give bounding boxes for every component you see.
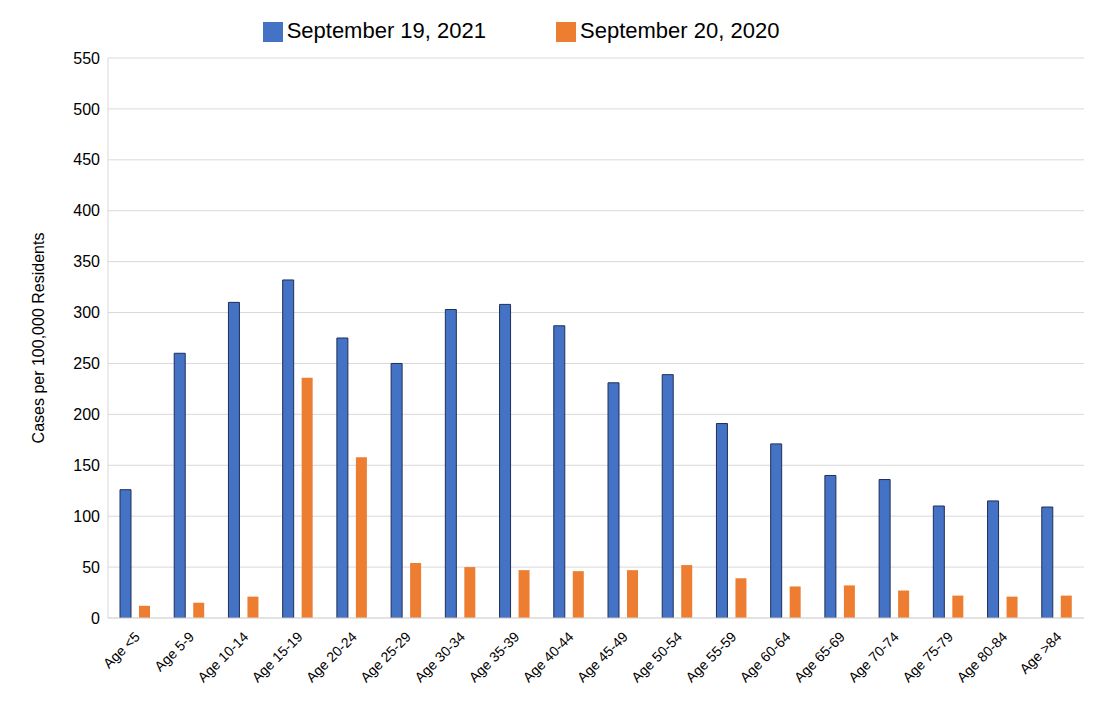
html-text:September 19, 2021: September 19, 2021 (286, 18, 486, 43)
svg-text:Age 10-14: Age 10-14 (194, 628, 251, 685)
svg-text:Age 80-84: Age 80-84 (953, 628, 1010, 685)
svg-text:Age 60-64: Age 60-64 (737, 628, 794, 685)
html-text:September 20, 2020: September 20, 2020 (580, 18, 780, 43)
svg-text:Age 25-29: Age 25-29 (357, 628, 414, 685)
svg-text:550: 550 (73, 50, 100, 67)
svg-text:200: 200 (73, 406, 100, 423)
svg-text:500: 500 (73, 101, 100, 118)
svg-text:400: 400 (73, 202, 100, 219)
svg-text:Age 70-74: Age 70-74 (845, 628, 902, 685)
svg-text:450: 450 (73, 151, 100, 168)
svg-text:100: 100 (73, 508, 100, 525)
svg-text:Cases per 100,000 Residents: Cases per 100,000 Residents (30, 233, 47, 444)
svg-text:350: 350 (73, 253, 100, 270)
svg-text:Age >84: Age >84 (1016, 628, 1065, 677)
svg-text:Age 75-79: Age 75-79 (899, 628, 956, 685)
svg-text:Age 30-34: Age 30-34 (411, 628, 468, 685)
svg-text:Age 15-19: Age 15-19 (249, 628, 306, 685)
svg-text:Age 65-69: Age 65-69 (791, 628, 848, 685)
svg-text:Age 50-54: Age 50-54 (628, 628, 685, 685)
svg-text:0: 0 (91, 610, 100, 627)
svg-text:Age <5: Age <5 (100, 628, 143, 671)
svg-text:Age 35-39: Age 35-39 (465, 628, 522, 685)
svg-text:Age 5-9: Age 5-9 (151, 628, 197, 674)
svg-text:50: 50 (82, 559, 100, 576)
svg-text:250: 250 (73, 355, 100, 372)
svg-text:Age 40-44: Age 40-44 (520, 628, 577, 685)
svg-text:150: 150 (73, 457, 100, 474)
svg-text:300: 300 (73, 304, 100, 321)
svg-text:Age 45-49: Age 45-49 (574, 628, 631, 685)
svg-text:Age 55-59: Age 55-59 (682, 628, 739, 685)
svg-text:Age 20-24: Age 20-24 (303, 628, 360, 685)
